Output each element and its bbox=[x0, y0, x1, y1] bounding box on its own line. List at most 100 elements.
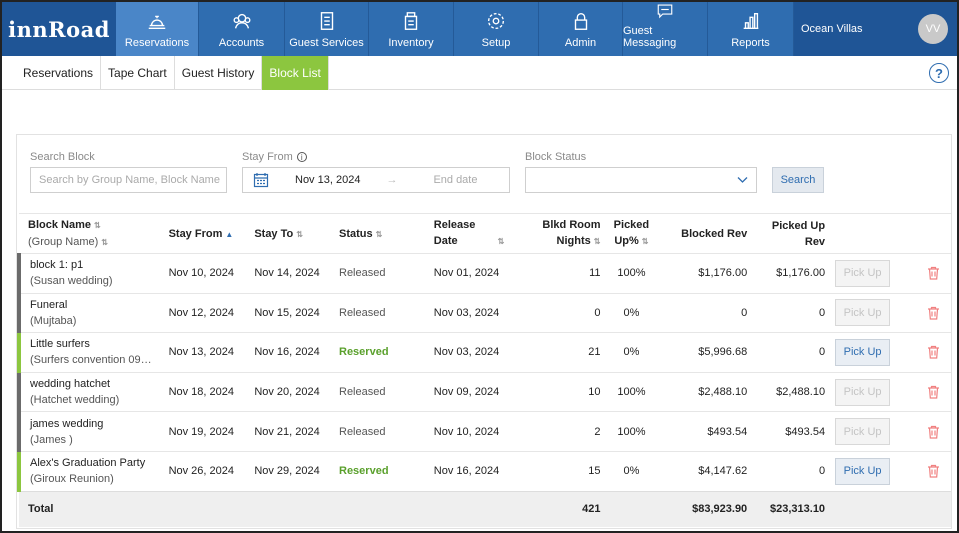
nav-accounts[interactable]: Accounts bbox=[199, 2, 285, 56]
trash-icon[interactable] bbox=[927, 266, 940, 280]
picked-header: Picked bbox=[613, 219, 650, 231]
stay-from-text: Stay From bbox=[242, 151, 293, 163]
col-block-name[interactable]: Block Name ⇅ (Group Name) ⇅ bbox=[19, 213, 169, 254]
search-block-input[interactable]: Search by Group Name, Block Name bbox=[30, 167, 227, 193]
table-row[interactable]: Little surfers (Surfers convention 09… Nov… bbox=[17, 332, 951, 373]
delete-cell bbox=[897, 253, 951, 294]
sort-icon[interactable]: ⇅ bbox=[296, 229, 303, 239]
end-date[interactable]: End date bbox=[433, 174, 478, 186]
subtab-reservations[interactable]: Reservations bbox=[2, 56, 102, 90]
trash-icon[interactable] bbox=[927, 464, 940, 478]
delete-cell bbox=[897, 411, 951, 452]
blocked-rev: $5,996.68 bbox=[662, 332, 748, 373]
nav-guest-messaging[interactable]: Guest Messaging bbox=[623, 2, 708, 56]
release-date: Nov 09, 2024 bbox=[433, 371, 521, 412]
start-date[interactable]: Nov 13, 2024 bbox=[295, 174, 361, 186]
stay-from: Nov 26, 2024 bbox=[168, 450, 255, 492]
col-blkd-nights[interactable]: Blkd Room Nights ⇅ bbox=[520, 213, 601, 254]
subtab-block-list[interactable]: Block List bbox=[262, 56, 329, 90]
block-name[interactable]: block 1: p1 bbox=[30, 259, 84, 272]
sort-asc-icon[interactable]: ▲ bbox=[225, 229, 234, 239]
trash-icon[interactable] bbox=[927, 385, 940, 399]
pick-up-button[interactable]: Pick Up bbox=[835, 418, 891, 446]
col-picked-pct[interactable]: Picked Up% ⇅ bbox=[600, 213, 663, 254]
stay-from-header: Stay From bbox=[168, 227, 223, 240]
avatar[interactable]: VV bbox=[918, 14, 948, 44]
nav-admin[interactable]: Admin bbox=[539, 2, 623, 56]
subtab-tape-chart[interactable]: Tape Chart bbox=[101, 56, 175, 90]
blocked-rev-header: Blocked Rev bbox=[681, 227, 748, 240]
col-status[interactable]: Status ⇅ bbox=[339, 213, 434, 254]
block-cell[interactable]: james wedding (James ) bbox=[17, 411, 169, 452]
blocked-rev: $1,176.00 bbox=[662, 253, 748, 294]
nav-setup[interactable]: Setup bbox=[454, 2, 539, 56]
date-range-picker[interactable]: Nov 13, 2024 → End date bbox=[242, 167, 510, 193]
sort-icon[interactable]: ⇅ bbox=[497, 237, 505, 246]
sort-icon[interactable]: ⇅ bbox=[375, 229, 383, 239]
picked-pct: 100% bbox=[600, 371, 663, 412]
nav-reports[interactable]: Reports bbox=[708, 2, 794, 56]
property-name[interactable]: Ocean Villas bbox=[794, 2, 909, 56]
picked-pct: 100% bbox=[600, 253, 663, 294]
pick-up-button[interactable]: Pick Up bbox=[835, 299, 891, 327]
status-badge: Released bbox=[339, 411, 434, 452]
block-cell[interactable]: Funeral (Mujtaba) bbox=[17, 292, 169, 333]
sort-icon[interactable]: ⇅ bbox=[101, 237, 108, 247]
subtab-guest-history[interactable]: Guest History bbox=[175, 56, 263, 90]
stay-to: Nov 15, 2024 bbox=[254, 292, 339, 333]
gear-icon bbox=[487, 12, 505, 30]
trash-icon[interactable] bbox=[927, 306, 940, 320]
nav-reservations[interactable]: Reservations bbox=[116, 2, 199, 56]
picked-pct: 0% bbox=[600, 450, 663, 492]
trash-icon[interactable] bbox=[927, 425, 940, 439]
block-cell[interactable]: wedding hatchet (Hatchet wedding) bbox=[17, 371, 169, 412]
block-cell[interactable]: Alex's Graduation Party (Giroux Reunion) bbox=[17, 450, 169, 492]
block-table: Block Name ⇅ (Group Name) ⇅ Stay From ▲ Stay… bbox=[17, 213, 951, 528]
table-row[interactable]: block 1: p1 (Susan wedding) Nov 10, 2024 No… bbox=[17, 253, 951, 294]
table-row[interactable]: james wedding (James ) Nov 19, 2024 Nov 21,… bbox=[17, 411, 951, 452]
table-row[interactable]: Alex's Graduation Party (Giroux Reunion) N… bbox=[17, 450, 951, 492]
block-cell[interactable]: Little surfers (Surfers convention 09… bbox=[17, 332, 169, 373]
app-logo[interactable]: innRoad bbox=[2, 2, 116, 56]
col-blocked-rev: Blocked Rev bbox=[662, 213, 748, 254]
top-nav: innRoad Reservations Accounts Guest Serv… bbox=[2, 2, 957, 56]
block-name[interactable]: wedding hatchet bbox=[30, 378, 111, 391]
block-name[interactable]: james wedding bbox=[30, 417, 104, 430]
picked-up-header: Picked Up bbox=[771, 219, 826, 232]
info-icon[interactable]: i bbox=[296, 152, 307, 162]
col-stay-to[interactable]: Stay To ⇅ bbox=[254, 213, 339, 254]
total-row: Total 421 $83,923.90 $23,313.10 bbox=[19, 490, 951, 528]
table-row[interactable]: Funeral (Mujtaba) Nov 12, 2024 Nov 15, 2024… bbox=[17, 292, 951, 333]
block-status-select[interactable] bbox=[525, 167, 757, 193]
bell-icon bbox=[148, 15, 166, 30]
group-name-header: (Group Name) bbox=[28, 235, 99, 248]
status-badge: Reserved bbox=[339, 332, 434, 373]
pick-up-cell: Pick Up bbox=[825, 292, 898, 333]
block-name[interactable]: Alex's Graduation Party bbox=[30, 457, 146, 470]
sort-icon[interactable]: ⇅ bbox=[641, 237, 649, 246]
nav-inventory[interactable]: Inventory bbox=[369, 2, 454, 56]
pick-up-button[interactable]: Pick Up bbox=[835, 338, 891, 366]
search-button[interactable]: Search bbox=[772, 167, 824, 193]
group-name: (Hatchet wedding) bbox=[30, 394, 120, 407]
sort-icon[interactable]: ⇅ bbox=[593, 237, 601, 246]
nav-guest-services[interactable]: Guest Services bbox=[285, 2, 369, 56]
group-name: (Susan wedding) bbox=[30, 275, 113, 288]
block-cell[interactable]: block 1: p1 (Susan wedding) bbox=[17, 253, 169, 294]
pick-up-button[interactable]: Pick Up bbox=[835, 259, 891, 287]
col-release-date[interactable]: Release Date ⇅ bbox=[433, 213, 521, 254]
help-icon[interactable]: ? bbox=[929, 63, 949, 83]
filter-bar: Search Block Search by Group Name, Block… bbox=[17, 135, 951, 213]
sort-icon[interactable]: ⇅ bbox=[93, 220, 101, 230]
col-stay-from[interactable]: Stay From ▲ bbox=[168, 213, 255, 254]
block-name[interactable]: Funeral bbox=[30, 298, 68, 311]
block-name[interactable]: Little surfers bbox=[30, 338, 90, 351]
release-date: Nov 01, 2024 bbox=[433, 253, 521, 294]
blkd-nights: 21 bbox=[520, 332, 601, 373]
trash-icon[interactable] bbox=[927, 345, 940, 360]
pick-up-button[interactable]: Pick Up bbox=[835, 457, 891, 485]
release-date: Nov 03, 2024 bbox=[433, 332, 521, 373]
pick-up-button[interactable]: Pick Up bbox=[835, 378, 891, 406]
table-row[interactable]: wedding hatchet (Hatchet wedding) Nov 18, … bbox=[17, 371, 951, 412]
picked-pct: 0% bbox=[600, 292, 663, 333]
